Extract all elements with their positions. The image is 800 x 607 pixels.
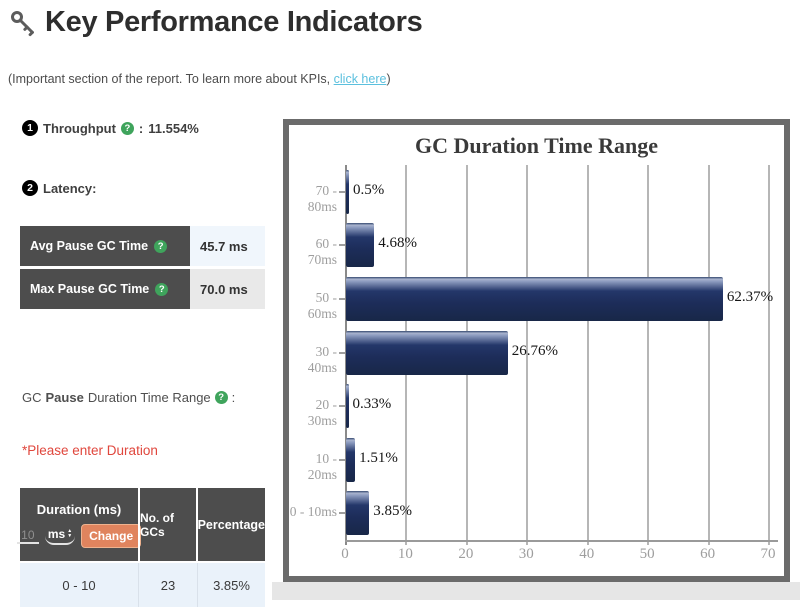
y-axis-label: 60 - 70ms — [307, 236, 337, 268]
table-row: Max Pause GC Time 70.0 ms — [20, 269, 265, 309]
bar-0-10ms — [346, 491, 370, 536]
duration-table: Duration (ms) ms Change No. of GCs Perce… — [16, 488, 265, 607]
x-tick-label: 0 — [341, 546, 349, 562]
select-arrows-icon — [67, 529, 72, 538]
table-row: Avg Pause GC Time 45.7 ms — [20, 226, 265, 266]
y-tick-mark — [339, 351, 345, 354]
bar-value-label: 0.5% — [353, 181, 385, 198]
bar-value-label: 3.85% — [373, 503, 412, 520]
gc-colon: : — [231, 390, 236, 405]
throughput-value: 11.554% — [148, 120, 199, 136]
badge-1: 1 — [22, 120, 38, 136]
y-tick-mark — [339, 244, 345, 247]
x-tick-label: 10 — [397, 546, 413, 562]
y-tick-mark — [339, 190, 345, 193]
page-background-strip — [272, 582, 800, 600]
bar-value-label: 26.76% — [511, 342, 558, 359]
page-header: Key Performance Indicators — [8, 6, 423, 39]
key-icon — [8, 8, 38, 38]
help-icon[interactable] — [154, 239, 168, 253]
note-prefix: (Important section of the report. To lea… — [8, 72, 334, 86]
x-tick-label: 60 — [700, 546, 716, 562]
latency-label: Latency: — [43, 180, 97, 196]
max-pause-label-cell: Max Pause GC Time — [20, 269, 190, 309]
kpi-note: (Important section of the report. To lea… — [8, 72, 391, 86]
click-here-link[interactable]: click here — [333, 72, 387, 86]
gridline — [586, 165, 589, 545]
gc-pause-heading: GC Pause Duration Time Range : — [22, 390, 235, 405]
gcs-count-cell: 23 — [138, 563, 197, 607]
duration-warning: *Please enter Duration — [22, 443, 158, 458]
bar-value-label: 4.68% — [378, 235, 418, 252]
bar-20-30ms — [346, 384, 349, 429]
percentage-cell: 3.85% — [197, 563, 265, 607]
y-axis-label: 70 - 80ms — [307, 182, 337, 214]
help-icon[interactable] — [155, 282, 169, 296]
y-tick-mark — [339, 405, 345, 408]
gc-prefix: GC — [22, 390, 42, 405]
max-pause-value: 70.0 ms — [190, 269, 265, 309]
throughput-line: 1 Throughput : 11.554% — [22, 120, 199, 136]
gridline — [768, 165, 770, 545]
x-axis-line — [345, 540, 778, 542]
percentage-header-cell: Percentage — [195, 488, 265, 561]
gridline — [707, 165, 710, 545]
latency-line: 2 Latency: — [22, 180, 96, 196]
bar-value-label: 62.37% — [726, 288, 774, 305]
gc-pause-bold: Pause — [45, 390, 84, 405]
unit-select[interactable]: ms — [44, 526, 76, 545]
chart-title: GC Duration Time Range — [414, 133, 659, 158]
duration-range-cell: 0 - 10 — [62, 577, 96, 593]
x-tick-label: 40 — [579, 546, 595, 562]
x-tick-label: 70 — [760, 546, 776, 562]
throughput-label: Throughput — [43, 120, 116, 136]
y-tick-mark — [339, 297, 345, 300]
avg-pause-value: 45.7 ms — [190, 226, 265, 266]
y-tick-mark — [339, 512, 345, 515]
throughput-colon: : — [138, 120, 144, 136]
avg-pause-label-cell: Avg Pause GC Time — [20, 226, 190, 266]
x-tick-label: 50 — [639, 546, 655, 562]
bar-30-40ms — [346, 330, 508, 375]
gc-duration-chart-panel: GC Duration Time Range 0 10 20 30 40 50 60 70 70… — [283, 119, 790, 582]
badge-2: 2 — [22, 180, 38, 196]
gridline — [647, 165, 650, 545]
gridline — [526, 165, 529, 545]
y-axis-label: 20 - 30ms — [307, 397, 337, 429]
latency-table: Avg Pause GC Time 45.7 ms Max Pause GC T… — [20, 226, 265, 312]
bar-50-60ms — [346, 276, 723, 321]
duration-input[interactable] — [16, 527, 39, 544]
max-pause-label: Max Pause GC Time — [30, 282, 150, 296]
y-tick-mark — [339, 458, 345, 461]
change-button[interactable]: Change — [81, 523, 142, 548]
duration-table-header: Duration (ms) ms Change No. of GCs Perce… — [16, 488, 265, 561]
y-axis-label: 50 - 60ms — [307, 289, 337, 321]
bar-value-label: 1.51% — [359, 449, 398, 466]
duration-header-label: Duration (ms) — [36, 501, 122, 517]
x-tick-label: 30 — [518, 546, 534, 562]
unit-selected: ms — [47, 526, 66, 541]
note-suffix: ) — [386, 72, 391, 86]
bar-value-label: 0.33% — [352, 396, 392, 413]
x-tick-label: 20 — [458, 546, 474, 562]
bar-60-70ms — [346, 223, 375, 268]
help-icon[interactable] — [120, 121, 134, 135]
duration-header-cell: Duration (ms) ms Change — [16, 488, 142, 561]
gc-suffix: Duration Time Range — [87, 390, 211, 405]
y-axis-label: 0 - 10ms — [289, 504, 337, 520]
avg-pause-label: Avg Pause GC Time — [30, 239, 149, 253]
duration-controls: ms Change — [16, 523, 142, 548]
page-title: Key Performance Indicators — [45, 6, 423, 38]
bar-10-20ms — [346, 437, 356, 482]
table-row: 0 - 10 23 3.85% — [20, 561, 265, 607]
bar-70-80ms — [346, 169, 350, 214]
gcs-header-cell: No. of GCs — [138, 488, 196, 561]
chart-plot-area: 0 10 20 30 40 50 60 70 70 - 80ms 0.5% 60 - 70ms 4.6… — [289, 125, 784, 576]
help-icon[interactable] — [214, 391, 228, 404]
y-axis-label: 10 - 20ms — [307, 450, 337, 482]
y-axis-label: 30 - 40ms — [307, 343, 337, 375]
